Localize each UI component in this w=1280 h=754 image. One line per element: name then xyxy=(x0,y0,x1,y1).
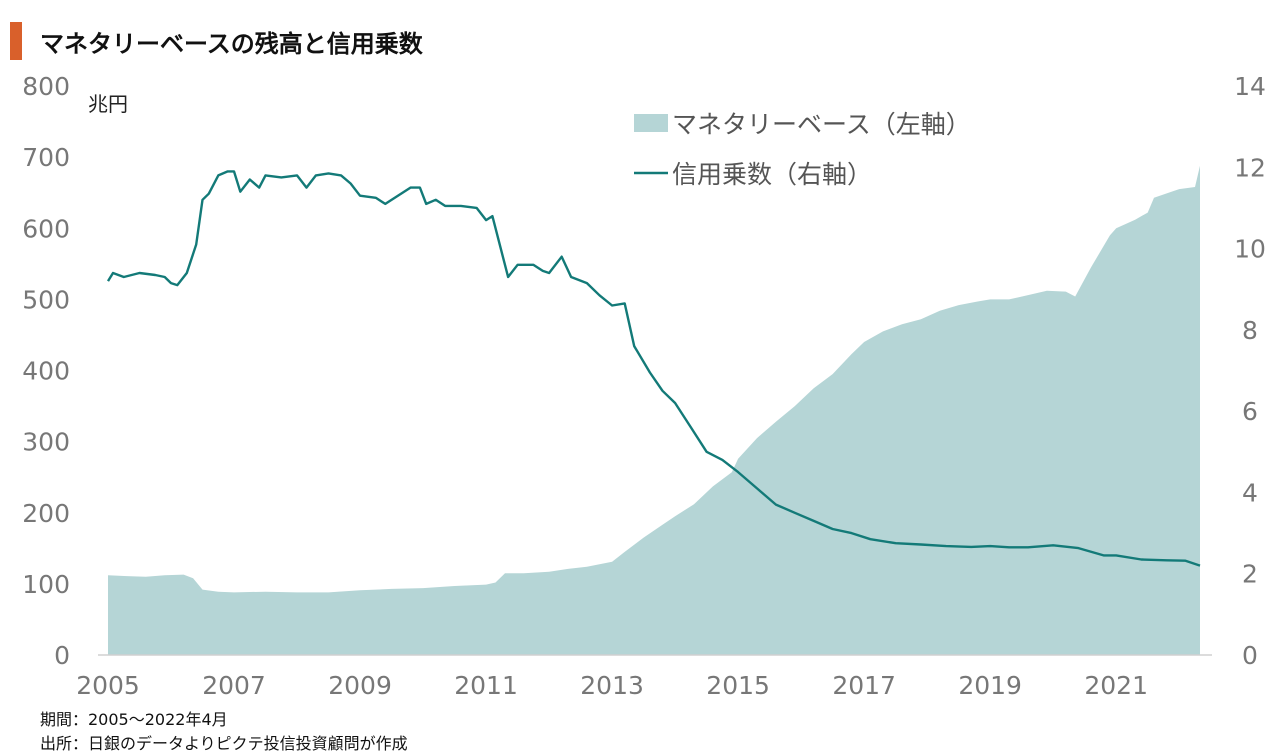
legend: マネタリーベース（左軸） 信用乗数（右軸） xyxy=(634,110,971,189)
chart-title: マネタリーベースの残高と信用乗数 xyxy=(40,30,423,58)
legend-label-monetary-base: マネタリーベース（左軸） xyxy=(672,110,971,139)
x-tick-label: 2015 xyxy=(706,671,770,700)
y-left-tick-label: 500 xyxy=(22,285,70,314)
area-layer xyxy=(108,165,1200,655)
x-tick-label: 2011 xyxy=(454,671,518,700)
x-tick-label: 2017 xyxy=(832,671,896,700)
line-layer xyxy=(106,170,1201,567)
x-tick-label: 2007 xyxy=(202,671,266,700)
x-tick-label: 2005 xyxy=(76,671,140,700)
x-tick-label: 2009 xyxy=(328,671,392,700)
money-multiplier-line xyxy=(106,170,1201,567)
source-footnote: 出所：日銀のデータよりピクテ投信投資顧問が作成 xyxy=(40,734,408,753)
x-tick-label: 2019 xyxy=(958,671,1022,700)
y-left-tick-label: 800 xyxy=(22,72,70,101)
y-right-tick-label: 0 xyxy=(1242,641,1258,670)
y-right-tick-label: 4 xyxy=(1242,478,1258,507)
y-right-tick-label: 2 xyxy=(1242,560,1258,589)
y-right-tick-label: 6 xyxy=(1242,397,1258,426)
y-left-tick-label: 700 xyxy=(22,143,70,172)
y-left-tick-label: 300 xyxy=(22,428,70,457)
period-footnote: 期間：2005～2022年4月 xyxy=(40,710,228,729)
x-tick-label: 2021 xyxy=(1084,671,1148,700)
legend-swatch-area xyxy=(634,114,668,132)
monetary-base-area xyxy=(108,165,1200,655)
y-right-tick-label: 8 xyxy=(1242,316,1258,345)
y-left-tick-label: 0 xyxy=(54,641,70,670)
tick-layer: 0 100 200 300 400 500 600 700 800 0 2 4 6 8 10 12 14 2005… xyxy=(22,72,1266,700)
legend-label-money-multiplier: 信用乗数（右軸） xyxy=(672,160,872,189)
x-tick-label: 2013 xyxy=(580,671,644,700)
y-axis-unit-label: 兆円 xyxy=(88,92,128,116)
y-right-tick-label: 14 xyxy=(1234,72,1266,101)
y-left-tick-label: 200 xyxy=(22,499,70,528)
title-accent-bar xyxy=(10,22,22,60)
y-right-tick-label: 10 xyxy=(1234,235,1266,264)
y-left-tick-label: 400 xyxy=(22,357,70,386)
y-left-tick-label: 600 xyxy=(22,214,70,243)
y-right-tick-label: 12 xyxy=(1234,153,1266,182)
y-left-tick-label: 100 xyxy=(22,570,70,599)
